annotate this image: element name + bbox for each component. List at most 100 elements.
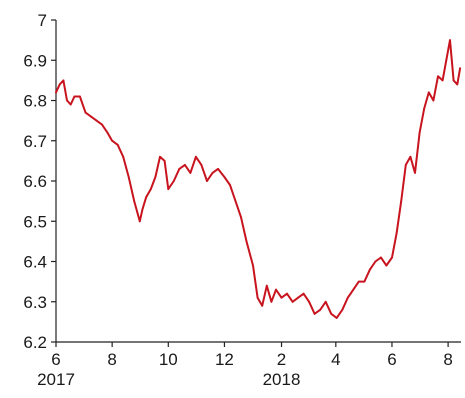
x-tick-label: 10 [159,350,178,369]
y-tick-label: 6.6 [23,172,47,191]
data-point [453,80,455,82]
data-point [358,281,360,283]
data-point [142,208,144,210]
data-point [386,265,388,267]
data-point [292,301,294,303]
data-point [201,164,203,166]
data-point [74,96,76,98]
data-point [145,196,147,198]
data-point [101,124,103,126]
data-point [190,172,192,174]
series-layer [55,39,461,319]
x-tick-label: 6 [51,350,60,369]
data-point [167,188,169,190]
data-point [330,313,332,315]
y-tick-label: 6.7 [23,132,47,151]
data-point [164,160,166,162]
data-point [122,156,124,158]
data-point [252,265,254,267]
y-tick-label: 6.9 [23,51,47,70]
data-point [375,261,377,263]
data-point [325,301,327,303]
data-point [456,84,458,86]
data-point [217,168,219,170]
x-tick-label: 8 [443,350,452,369]
data-point [347,297,349,299]
data-point [286,293,288,295]
x-tick-label: 4 [331,350,340,369]
data-point [314,313,316,315]
data-point [428,92,430,94]
data-point [281,297,283,299]
data-point [445,59,447,61]
data-point [63,80,65,82]
data-point [96,120,98,122]
y-tick-label: 6.5 [23,212,47,231]
data-point [341,309,343,311]
data-point [133,200,135,202]
data-point [433,100,435,102]
data-point [240,216,242,218]
x-year-label: 2017 [37,370,75,389]
series-line [56,40,460,318]
data-point [391,257,393,259]
data-point [173,180,175,182]
x-tick-label: 8 [107,350,116,369]
y-tick-label: 7 [38,11,47,30]
data-point [308,301,310,303]
y-axis: 7 6.9 6.8 6.7 6.6 6.5 6.4 6.3 6.2 [23,11,56,352]
x-tick-label: 12 [215,350,234,369]
data-point [319,309,321,311]
data-point [297,297,299,299]
data-point [364,281,366,283]
data-point [195,156,197,158]
data-point [437,75,439,77]
y-tick-label: 6.2 [23,333,47,352]
data-point [369,269,371,271]
data-point [117,144,119,146]
data-point [257,297,259,299]
data-point [206,180,208,182]
data-point [85,112,87,114]
data-point [352,289,354,291]
data-point [246,241,248,243]
data-point [139,220,141,222]
data-point [212,172,214,174]
data-point [396,232,398,234]
data-point [271,301,273,303]
data-point [229,184,231,186]
x-year-label: 2018 [263,370,301,389]
y-tick-label: 6.4 [23,253,47,272]
data-point [380,257,382,259]
data-point [449,39,451,41]
data-point [419,132,421,134]
data-point [275,289,277,291]
data-point [336,317,338,319]
data-point [423,108,425,110]
data-point [59,84,61,86]
data-point [178,168,180,170]
data-point [400,200,402,202]
data-point [442,80,444,82]
data-point [459,67,461,69]
data-point [159,156,161,158]
y-tick-label: 6.8 [23,92,47,111]
data-point [107,132,109,134]
data-point [405,164,407,166]
data-point [66,100,68,102]
data-point [410,156,412,158]
data-point [184,164,186,166]
data-point [266,285,268,287]
x-tick-label: 2 [277,350,286,369]
data-point [303,293,305,295]
data-point [414,172,416,174]
data-point [150,188,152,190]
data-point [224,176,226,178]
y-tick-label: 6.3 [23,293,47,312]
x-tick-label: 6 [387,350,396,369]
data-point [235,200,237,202]
data-point [79,96,81,98]
data-point [90,116,92,118]
